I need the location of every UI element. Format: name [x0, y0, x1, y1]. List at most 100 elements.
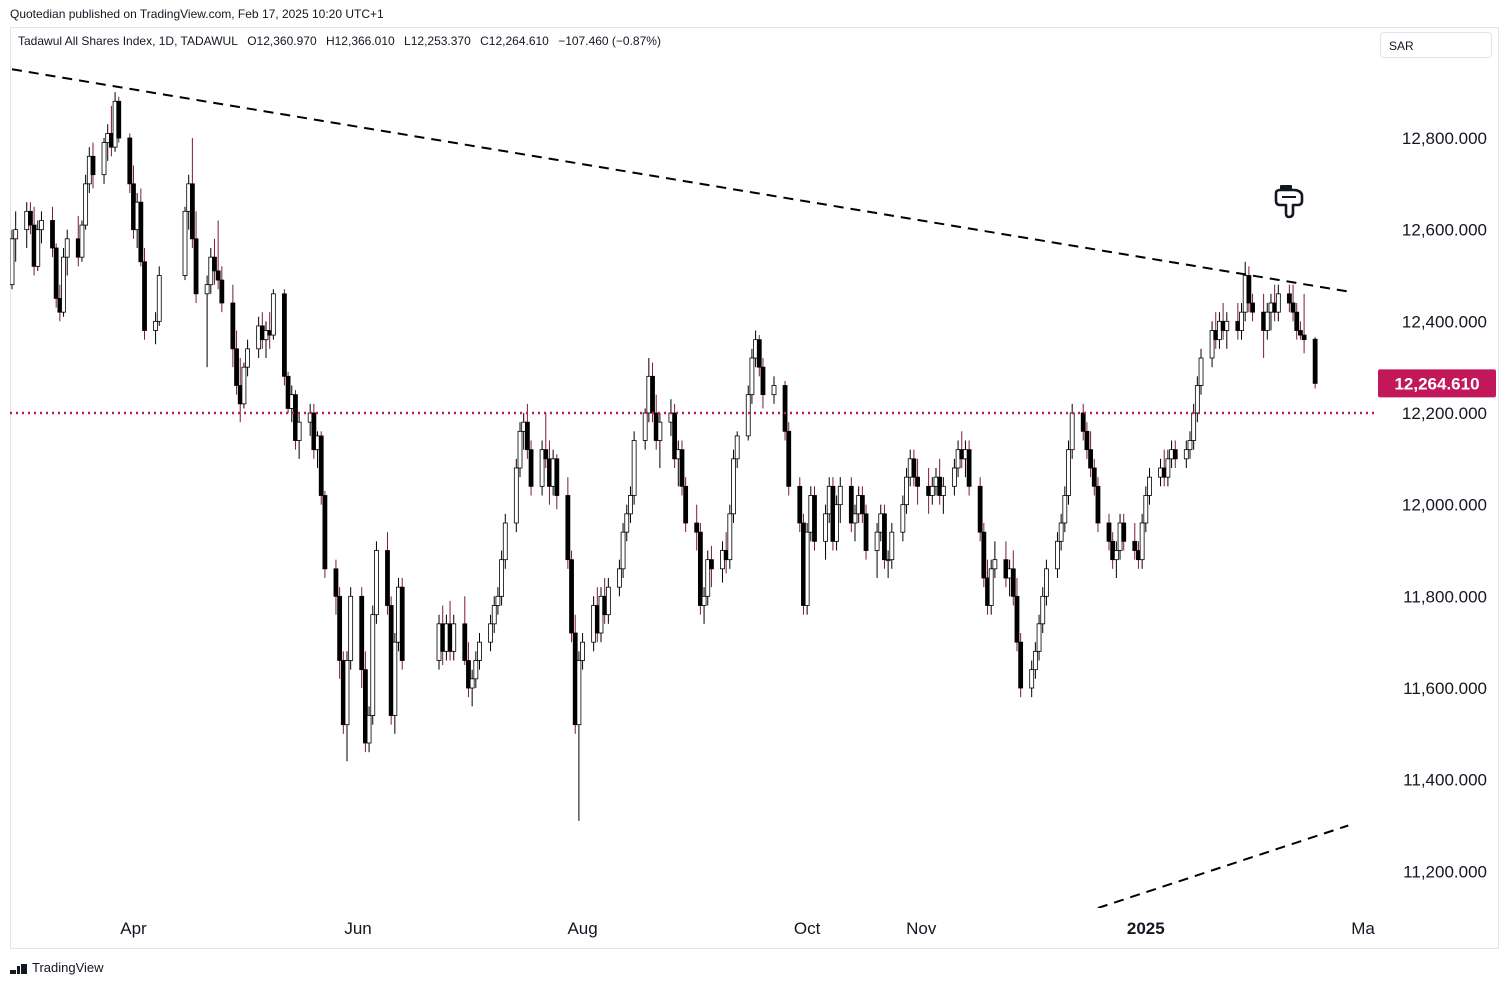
candle	[823, 504, 828, 560]
candle-body	[786, 430, 792, 487]
candle	[951, 458, 957, 496]
tradingview-footer[interactable]: TradingView	[10, 960, 104, 975]
candle	[528, 440, 534, 496]
candle	[488, 614, 493, 652]
candle	[616, 559, 622, 597]
candle-body	[469, 678, 475, 689]
candle	[797, 477, 803, 533]
candle-body	[1095, 485, 1101, 524]
candle-body	[359, 595, 365, 671]
candle-body	[848, 485, 854, 524]
candle-body	[727, 513, 733, 561]
candle-body	[1286, 293, 1292, 304]
candle-body	[1069, 412, 1075, 451]
y-tick-label: 11,400.000	[1403, 771, 1487, 790]
candle	[1084, 422, 1090, 459]
candle	[734, 431, 740, 468]
candle-body	[951, 467, 957, 487]
tradingview-logo-icon	[10, 962, 28, 974]
candle	[1003, 541, 1009, 588]
candle	[1183, 440, 1189, 468]
candle-body	[362, 669, 368, 744]
candle-body	[1187, 440, 1193, 451]
candle	[992, 541, 998, 578]
candle-body	[491, 605, 497, 625]
candle	[215, 220, 221, 290]
candle	[374, 541, 379, 624]
candle	[495, 587, 501, 615]
legend-close: C12,264.610	[480, 34, 549, 48]
x-tick-label: Ma	[1351, 919, 1375, 938]
candle	[348, 587, 354, 670]
candle-body	[234, 348, 239, 386]
candle-body	[1264, 311, 1270, 331]
candle-body	[385, 550, 390, 606]
candle	[683, 477, 689, 533]
candle	[101, 138, 107, 184]
candle	[127, 133, 133, 193]
candle-body	[285, 375, 291, 409]
candle	[1165, 449, 1171, 487]
candle-body	[462, 623, 468, 661]
candle-body	[138, 201, 144, 263]
y-tick-label: 12,800.000	[1402, 129, 1487, 148]
candle-body	[517, 430, 523, 469]
candle-body	[473, 660, 479, 680]
candle-body	[580, 641, 585, 661]
candle	[1239, 303, 1244, 340]
candle	[142, 248, 147, 340]
candle	[679, 440, 685, 496]
candle	[1058, 513, 1064, 551]
candle-body	[212, 256, 217, 272]
candle	[1172, 440, 1178, 468]
candle	[79, 220, 85, 262]
candle	[576, 651, 582, 821]
legend-change: −107.460 (−0.87%)	[558, 34, 661, 48]
candle-body	[539, 449, 545, 487]
candle	[981, 523, 987, 588]
candle	[1298, 321, 1303, 340]
candle-body	[153, 320, 158, 331]
candle-body	[374, 550, 379, 616]
candle-body	[524, 421, 530, 451]
candle	[219, 266, 225, 313]
x-tick-label: Oct	[794, 919, 821, 938]
candle	[189, 138, 195, 248]
candle	[116, 96, 122, 143]
candle	[193, 211, 199, 303]
candle	[234, 330, 239, 395]
candle	[929, 477, 935, 505]
candle-body	[543, 449, 549, 460]
candle	[731, 449, 736, 523]
candle-body	[142, 261, 147, 331]
candle	[760, 358, 766, 409]
candle	[1106, 513, 1112, 551]
candle-body	[771, 385, 777, 396]
candle-body	[889, 531, 895, 561]
candle-body	[679, 449, 685, 487]
currency-selector[interactable]: SAR	[1380, 32, 1492, 58]
candle	[318, 431, 324, 505]
y-tick-label: 12,000.000	[1402, 496, 1487, 515]
candle	[282, 289, 287, 386]
candle-body	[1121, 522, 1127, 542]
candle	[473, 651, 479, 688]
candle	[212, 238, 217, 285]
candle-body	[204, 284, 210, 295]
candle	[859, 486, 865, 523]
candle-body	[1290, 302, 1296, 313]
candle-body	[882, 513, 887, 561]
candle	[50, 206, 55, 258]
chart-legend: Tadawul All Shares Index, 1D, TADAWUL O1…	[18, 34, 667, 48]
candle-body	[812, 495, 817, 542]
candle-body	[50, 220, 55, 249]
candle-body	[1088, 449, 1093, 469]
candle-body	[1143, 495, 1149, 524]
candle	[399, 578, 405, 670]
candle-body	[709, 559, 714, 570]
candle-body	[1091, 467, 1097, 487]
candle	[1018, 633, 1024, 698]
candle	[937, 458, 943, 505]
candle-body	[859, 495, 865, 515]
